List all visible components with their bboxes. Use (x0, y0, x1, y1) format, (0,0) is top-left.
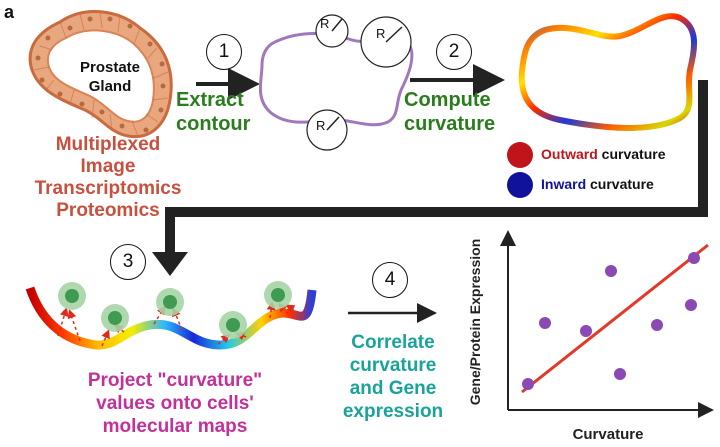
radius-marker: R (316, 118, 326, 133)
step-2-label-line: Compute (404, 89, 491, 111)
outward-legend-label: Outward curvature (541, 146, 665, 162)
step-4-label-line: curvature (349, 355, 437, 376)
gland-label-line-2: Gland (88, 78, 132, 95)
step-3-number: 3 (110, 244, 146, 280)
modality-item: Image (80, 156, 136, 177)
inward-suffix: curvature (586, 176, 654, 192)
data-point (580, 325, 592, 337)
step-4-label-line: and Gene (349, 378, 437, 399)
step-4-label-line: expression (342, 401, 444, 422)
data-point (685, 299, 697, 311)
data-point (539, 317, 551, 329)
scatter-plot: Gene/Protein Expression (467, 230, 714, 418)
step-3-label-line: molecular maps (102, 416, 248, 437)
data-point (605, 265, 617, 277)
outward-suffix: curvature (597, 146, 666, 162)
inward-legend-label: Inward curvature (541, 176, 654, 192)
modality-list: Multiplexed Image Transcriptomics Proteo… (18, 134, 198, 222)
step-1-label-line: Extract (176, 89, 244, 111)
step-1-label: Extract contour (176, 88, 250, 136)
inward-keyword: Inward (541, 176, 587, 192)
gland-label: Prostate Gland (72, 58, 148, 96)
step-3-label: Project "curvature" values onto cells' m… (30, 369, 320, 438)
step-4-label: Correlate curvature and Gene expression (330, 331, 456, 423)
y-axis-label: Gene/Protein Expression (467, 239, 483, 406)
step-1-number: 1 (206, 34, 242, 70)
prostate-gland-illustration (28, 10, 173, 139)
curvature-contour (518, 13, 698, 131)
step-2-label-line: curvature (404, 113, 496, 135)
gland-label-line-1: Prostate (79, 59, 141, 76)
modality-item: Proteomics (56, 200, 160, 221)
step-1-label-line: contour (176, 113, 251, 135)
step-4-number: 4 (372, 262, 408, 298)
data-point (688, 252, 700, 264)
extracted-contour (258, 14, 414, 151)
radius-marker: R (376, 26, 386, 41)
step-3-label-line: Project "curvature" (87, 370, 263, 391)
data-point (522, 378, 534, 390)
radius-marker: R (320, 16, 330, 31)
outward-keyword: Outward (541, 146, 598, 162)
data-point (614, 368, 626, 380)
step-4-label-line: Correlate (351, 332, 435, 353)
fit-line (521, 243, 709, 394)
x-axis-label: Curvature (572, 426, 644, 443)
modality-item: Multiplexed (55, 134, 161, 155)
panel-label: a (4, 2, 15, 22)
modality-item: Transcriptomics (34, 178, 182, 199)
flow-connector (165, 80, 708, 262)
step-2-number: 2 (436, 34, 472, 70)
step-3-label-line: values onto cells' (96, 393, 254, 414)
outward-legend-swatch (507, 142, 533, 168)
inward-legend-swatch (507, 172, 533, 198)
data-point (651, 319, 663, 331)
curvature-band-with-cells (25, 281, 317, 350)
step-2-label: Compute curvature (404, 88, 495, 136)
